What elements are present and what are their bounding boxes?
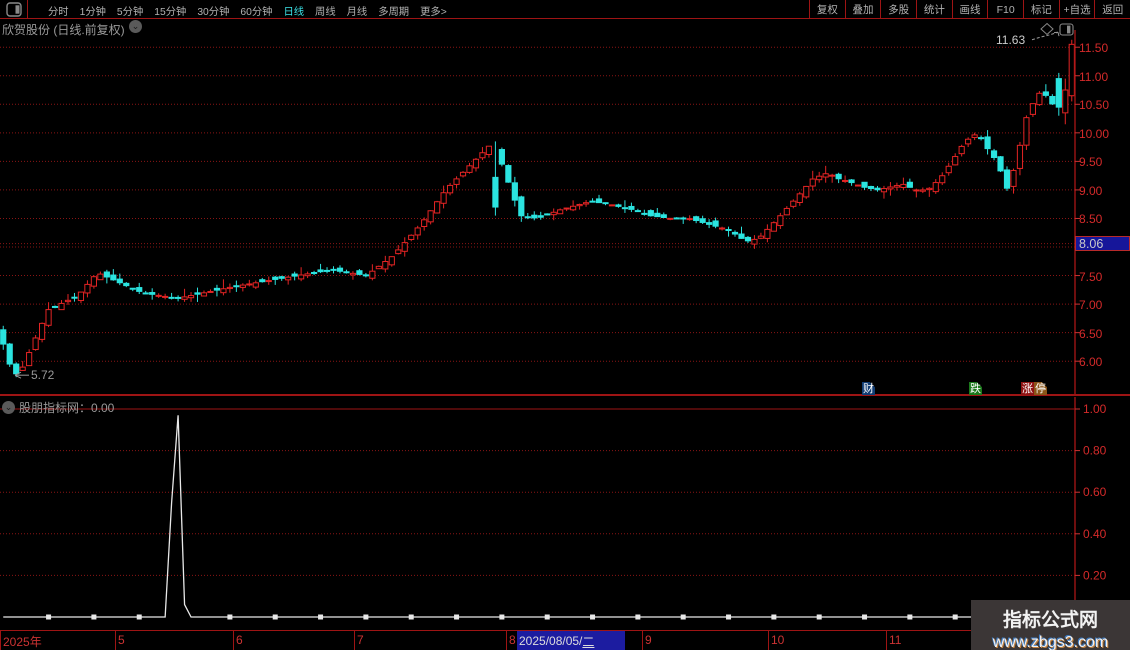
svg-text:5.72: 5.72 <box>31 368 55 382</box>
svg-text:跌: 跌 <box>970 381 981 395</box>
svg-text:0.80: 0.80 <box>1083 444 1107 458</box>
svg-text:11.63: 11.63 <box>996 33 1025 47</box>
svg-text:0.40: 0.40 <box>1083 527 1107 541</box>
svg-text:0.20: 0.20 <box>1083 568 1107 582</box>
svg-text:财: 财 <box>863 381 874 395</box>
svg-text:涨: 涨 <box>1022 382 1033 395</box>
svg-text:1.00: 1.00 <box>1083 402 1107 416</box>
svg-text:0.60: 0.60 <box>1083 485 1107 499</box>
svg-text:停: 停 <box>1035 381 1046 395</box>
